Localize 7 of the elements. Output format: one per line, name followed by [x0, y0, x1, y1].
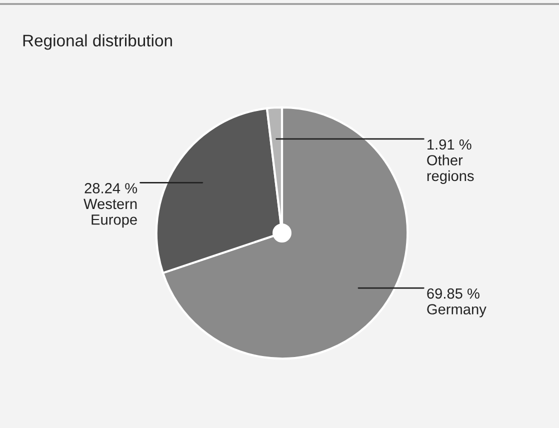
data-label: 28.24 % — [84, 183, 138, 194]
slice-label: Western Europe — [84, 198, 137, 228]
data-label: 69.85 % — [427, 288, 480, 299]
data-label: 1.91 % — [428, 139, 472, 150]
slice-label: Germany — [427, 304, 486, 318]
chart-title: Regional distribution — [23, 34, 172, 50]
slice-label: Other regions — [427, 154, 474, 184]
